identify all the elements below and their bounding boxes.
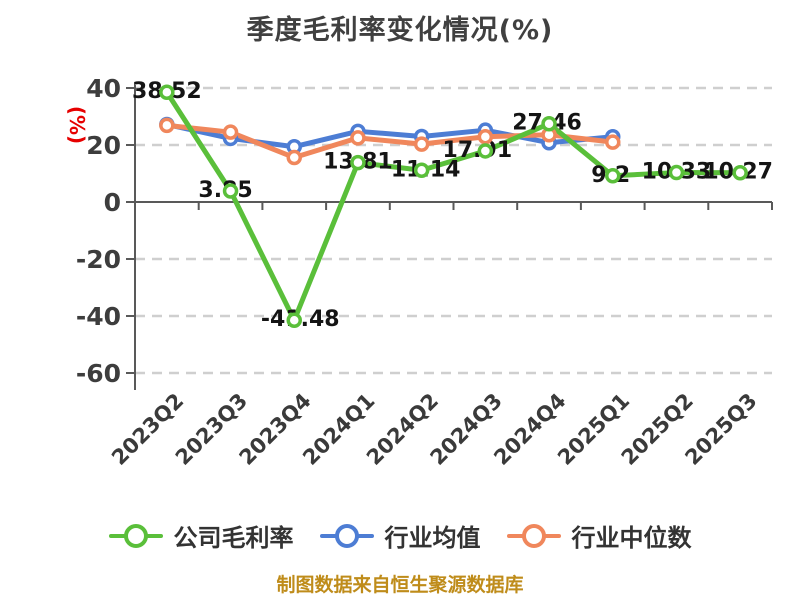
source-note: 制图数据来自恒生聚源数据库 (276, 574, 524, 596)
legend-item-industry-mean[interactable]: 行业均值 (319, 518, 481, 553)
data-point-0[interactable] (286, 312, 302, 328)
data-point-2[interactable] (605, 134, 621, 150)
legend-label: 公司毛利率 (173, 524, 294, 552)
data-point-2[interactable] (222, 124, 239, 140)
data-point-0[interactable] (477, 143, 494, 159)
data-point-0[interactable] (350, 154, 366, 171)
y-tick-label: 20 (86, 131, 121, 160)
data-point-0[interactable] (541, 115, 557, 132)
data-point-0[interactable] (732, 164, 748, 181)
data-point-2[interactable] (159, 117, 175, 134)
data-point-0[interactable] (413, 162, 430, 179)
data-point-2[interactable] (477, 128, 494, 145)
y-tick-label: -40 (76, 302, 121, 331)
y-axis-name: (%) (65, 106, 89, 144)
value-label: 17.91 (443, 138, 513, 163)
data-point-0[interactable] (222, 183, 239, 199)
series-line-0[interactable] (164, 89, 743, 323)
chart-title: 季度毛利率变化情况(%) (246, 15, 554, 46)
y-tick-label: 40 (86, 74, 121, 103)
y-tick-label: -60 (76, 359, 121, 388)
data-point-0[interactable] (159, 84, 175, 100)
legend-marker-green (108, 522, 163, 550)
y-tick-label: 0 (104, 188, 121, 217)
legend: 公司毛利率 行业均值 行业中位数 (0, 518, 800, 553)
legend-marker-orange (506, 522, 561, 550)
series-line-2[interactable] (164, 122, 616, 161)
data-point-0[interactable] (668, 164, 685, 181)
y-tick-label: -20 (76, 245, 121, 274)
data-point-2[interactable] (286, 149, 302, 166)
data-point-0[interactable] (605, 168, 621, 184)
legend-marker-blue (319, 522, 374, 550)
legend-item-industry-median[interactable]: 行业中位数 (506, 518, 692, 553)
data-point-2[interactable] (350, 130, 366, 146)
legend-label: 行业均值 (384, 524, 481, 552)
legend-item-company-margin[interactable]: 公司毛利率 (108, 518, 294, 553)
data-point-2[interactable] (413, 136, 430, 152)
series-line-1[interactable] (164, 121, 616, 150)
legend-label: 行业中位数 (571, 524, 692, 552)
